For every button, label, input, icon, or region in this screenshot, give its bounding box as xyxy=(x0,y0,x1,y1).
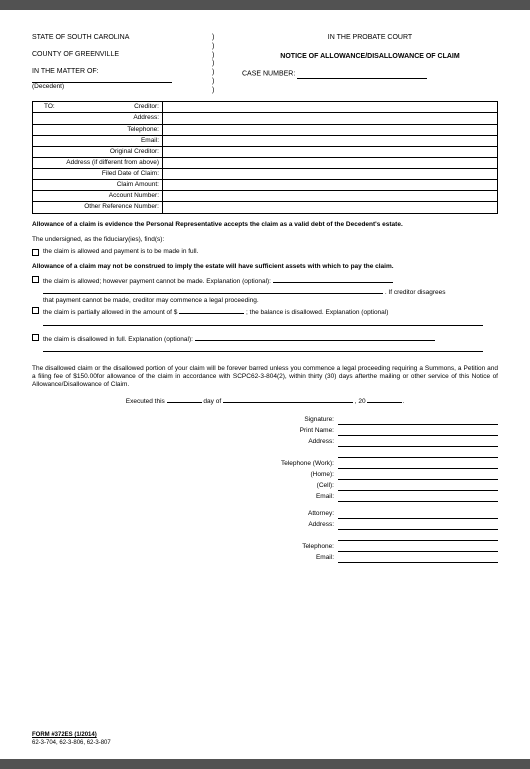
checkbox-allowed-full: the claim is allowed and payment is to b… xyxy=(32,248,498,256)
att-address-2[interactable] xyxy=(338,532,498,541)
tel-work-line[interactable] xyxy=(338,460,498,469)
att-email-line[interactable] xyxy=(338,554,498,563)
matter-line: IN THE MATTER OF: xyxy=(32,68,212,77)
state-line: STATE OF SOUTH CAROLINA xyxy=(32,34,212,43)
undersigned-finds: The undersigned, as the fiduciary(ies), … xyxy=(32,236,498,244)
explanation-1b[interactable] xyxy=(43,286,383,294)
checkbox-3[interactable] xyxy=(32,307,39,314)
checkbox-1[interactable] xyxy=(32,249,39,256)
att-address-1[interactable] xyxy=(338,521,498,530)
exec-year[interactable] xyxy=(367,395,402,403)
info-table: TO:Creditor: Address: Telephone: Email: … xyxy=(32,101,498,213)
address-cell[interactable] xyxy=(163,113,498,124)
att-tel-line[interactable] xyxy=(338,543,498,552)
explanation-3b[interactable] xyxy=(43,344,483,352)
court-name: IN THE PROBATE COURT xyxy=(242,34,498,43)
explanation-1[interactable] xyxy=(273,275,393,283)
ref-number-cell[interactable] xyxy=(163,202,498,213)
allowance-evidence: Allowance of a claim is evidence the Per… xyxy=(32,221,498,229)
executed-line: Executed this day of , 20 . xyxy=(32,395,498,406)
signature-line[interactable] xyxy=(338,416,498,425)
attorney-line[interactable] xyxy=(338,510,498,519)
page: STATE OF SOUTH CAROLINA COUNTY OF GREENV… xyxy=(0,10,530,759)
address-line-1[interactable] xyxy=(338,438,498,447)
filed-date-cell[interactable] xyxy=(163,169,498,180)
claim-amount-cell[interactable] xyxy=(163,180,498,191)
account-number-cell[interactable] xyxy=(163,191,498,202)
checkbox-2[interactable] xyxy=(32,276,39,283)
county-line: COUNTY OF GREENVILLE xyxy=(32,51,212,60)
exec-month[interactable] xyxy=(223,395,353,403)
checkbox-disallowed: the claim is disallowed in full. Explana… xyxy=(32,333,498,355)
print-name-line[interactable] xyxy=(338,427,498,436)
explanation-3[interactable] xyxy=(195,333,435,341)
orig-creditor-cell[interactable] xyxy=(163,146,498,157)
explanation-2[interactable] xyxy=(43,318,483,326)
tel-cell-line[interactable] xyxy=(338,482,498,491)
form-number: FORM #372ES (1/2014) xyxy=(32,732,111,740)
header: STATE OF SOUTH CAROLINA COUNTY OF GREENV… xyxy=(32,34,498,95)
email-cell[interactable] xyxy=(163,135,498,146)
bracket: ))))))) xyxy=(212,34,222,95)
footer: FORM #372ES (1/2014) 62-3-704, 62-3-806,… xyxy=(32,732,111,747)
signature-section: Signature: Print Name: Address: Telephon… xyxy=(32,416,498,563)
decedent-label: (Decedent) xyxy=(32,83,212,91)
address2-cell[interactable] xyxy=(163,157,498,168)
case-number-row: CASE NUMBER: xyxy=(242,70,498,79)
email-line[interactable] xyxy=(338,493,498,502)
creditor-cell[interactable] xyxy=(163,102,498,113)
form-title: NOTICE OF ALLOWANCE/DISALLOWANCE OF CLAI… xyxy=(242,53,498,62)
address-line-2[interactable] xyxy=(338,449,498,458)
checkbox-allowed-nopay: the claim is allowed; however payment ca… xyxy=(32,275,498,305)
tel-home-line[interactable] xyxy=(338,471,498,480)
code-refs: 62-3-704, 62-3-806, 62-3-807 xyxy=(32,740,111,748)
exec-day[interactable] xyxy=(167,395,202,403)
checkbox-4[interactable] xyxy=(32,334,39,341)
checkbox-partial: the claim is partially allowed in the am… xyxy=(32,306,498,328)
allowance-not-construed: Allowance of a claim may not be construe… xyxy=(32,263,498,271)
amount-input[interactable] xyxy=(179,306,244,314)
disallowed-barred: The disallowed claim or the disallowed p… xyxy=(32,365,498,389)
telephone-cell[interactable] xyxy=(163,124,498,135)
case-number-input[interactable] xyxy=(297,70,427,79)
